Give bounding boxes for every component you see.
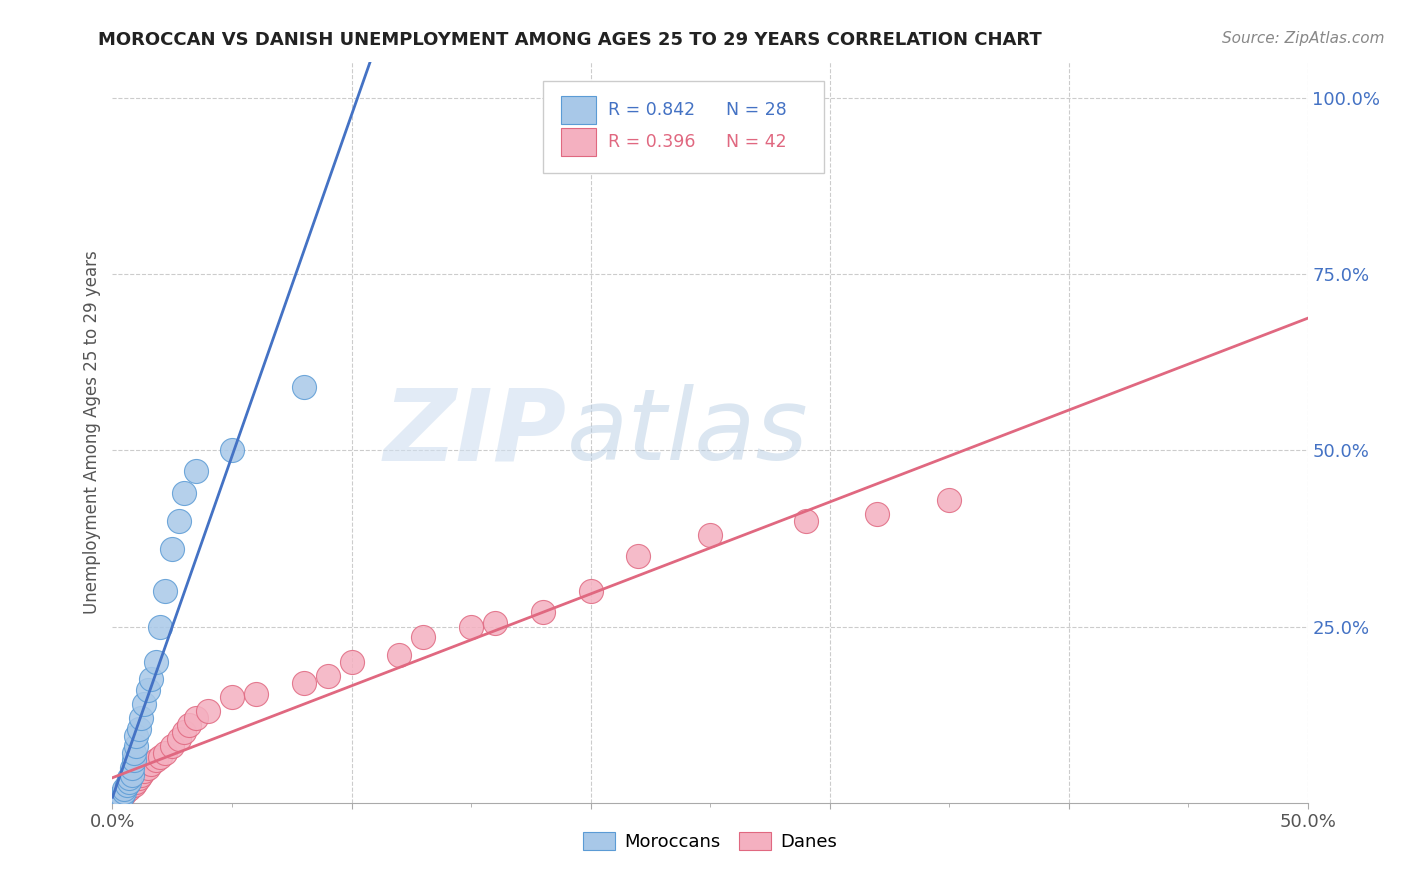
Point <box>145 754 167 768</box>
Point <box>105 792 128 806</box>
Point <box>388 648 411 662</box>
Point <box>794 514 817 528</box>
Point <box>114 785 135 799</box>
Point <box>132 697 155 711</box>
Point <box>122 778 145 792</box>
Text: R = 0.396: R = 0.396 <box>609 134 696 152</box>
Point <box>197 704 219 718</box>
Text: Source: ZipAtlas.com: Source: ZipAtlas.com <box>1222 31 1385 46</box>
Point <box>121 778 143 792</box>
Point <box>114 785 135 799</box>
Text: N = 42: N = 42 <box>725 134 786 152</box>
Point <box>125 739 148 754</box>
Point <box>111 789 134 803</box>
Point <box>186 711 208 725</box>
Point <box>149 619 172 633</box>
Point <box>316 669 339 683</box>
Point <box>292 380 315 394</box>
Bar <box>561 128 596 156</box>
Legend: Moroccans, Danes: Moroccans, Danes <box>578 827 842 856</box>
Point <box>105 792 128 806</box>
Y-axis label: Unemployment Among Ages 25 to 29 years: Unemployment Among Ages 25 to 29 years <box>83 251 101 615</box>
Text: ZIP: ZIP <box>384 384 567 481</box>
Point <box>173 485 195 500</box>
Point <box>245 686 267 700</box>
Point <box>129 711 152 725</box>
Point <box>169 732 191 747</box>
Point <box>412 630 434 644</box>
Point <box>128 722 150 736</box>
Point <box>186 464 208 478</box>
Point <box>108 792 131 806</box>
Point <box>139 673 162 687</box>
Point <box>114 781 135 796</box>
Point <box>122 754 145 768</box>
Point <box>115 778 138 792</box>
Point <box>121 760 143 774</box>
Point <box>125 774 148 789</box>
Point <box>866 507 889 521</box>
Point <box>125 729 148 743</box>
FancyBboxPatch shape <box>543 81 824 173</box>
Point <box>115 783 138 797</box>
Point <box>938 492 960 507</box>
Point <box>627 549 650 563</box>
Bar <box>561 95 596 124</box>
Point <box>221 443 243 458</box>
Point <box>139 757 162 772</box>
Point <box>114 788 135 802</box>
Point <box>153 584 176 599</box>
Point <box>340 655 363 669</box>
Point <box>162 541 183 556</box>
Point <box>118 781 141 796</box>
Point <box>121 767 143 781</box>
Point <box>108 790 131 805</box>
Point <box>460 619 482 633</box>
Point <box>122 747 145 761</box>
Point <box>484 615 506 630</box>
Point <box>177 718 200 732</box>
Point <box>118 771 141 785</box>
Point <box>169 514 191 528</box>
Point <box>531 606 554 620</box>
Point <box>132 764 155 778</box>
Text: MOROCCAN VS DANISH UNEMPLOYMENT AMONG AGES 25 TO 29 YEARS CORRELATION CHART: MOROCCAN VS DANISH UNEMPLOYMENT AMONG AG… <box>98 31 1042 49</box>
Point <box>138 683 160 698</box>
Point <box>173 725 195 739</box>
Point <box>221 690 243 704</box>
Point <box>579 584 602 599</box>
Point <box>149 750 172 764</box>
Point <box>145 655 167 669</box>
Text: atlas: atlas <box>567 384 808 481</box>
Text: N = 28: N = 28 <box>725 101 786 119</box>
Text: R = 0.842: R = 0.842 <box>609 101 696 119</box>
Point <box>118 774 141 789</box>
Point <box>699 528 721 542</box>
Point <box>138 760 160 774</box>
Point <box>128 771 150 785</box>
Point <box>104 792 127 806</box>
Point <box>162 739 183 754</box>
Point <box>129 767 152 781</box>
Point <box>111 789 134 803</box>
Point <box>108 792 131 806</box>
Point <box>153 747 176 761</box>
Point <box>292 676 315 690</box>
